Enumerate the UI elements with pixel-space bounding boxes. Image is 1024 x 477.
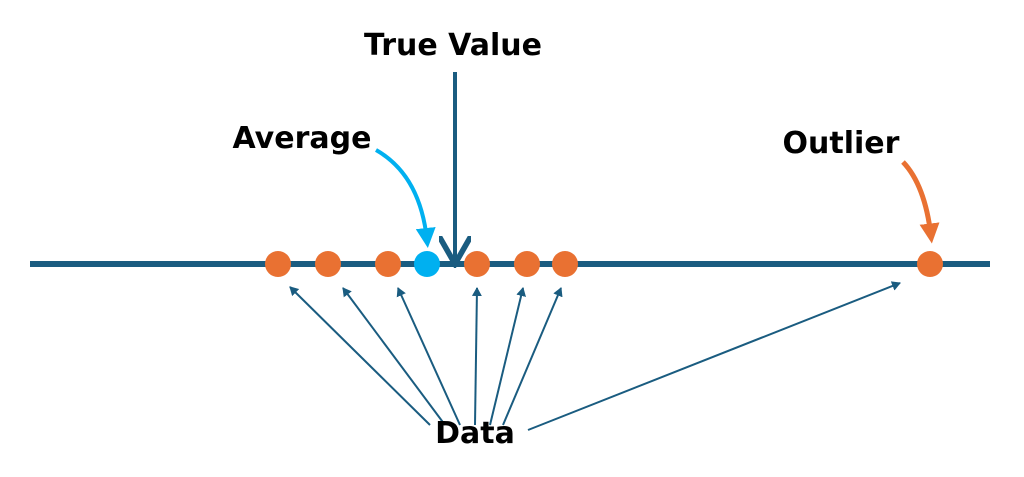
data-point bbox=[464, 251, 490, 277]
outlier-point bbox=[917, 251, 943, 277]
data-pointer-arrow bbox=[502, 287, 563, 426]
average-point bbox=[414, 251, 440, 277]
data-pointer-arrow bbox=[396, 287, 461, 426]
average-label: Average bbox=[233, 121, 372, 156]
data-label: Data bbox=[435, 416, 515, 451]
data-pointer-arrow bbox=[471, 287, 482, 426]
true-value-label: True Value bbox=[364, 28, 542, 63]
outlier-label: Outlier bbox=[783, 126, 900, 161]
data-pointer-arrow bbox=[527, 281, 901, 431]
outlier-arrow bbox=[901, 160, 940, 244]
data-point bbox=[315, 251, 341, 277]
data-point bbox=[375, 251, 401, 277]
average-arrow bbox=[375, 148, 436, 248]
data-pointer-arrow bbox=[489, 287, 526, 426]
points-group bbox=[265, 251, 943, 277]
data-pointer-arrow bbox=[289, 286, 431, 426]
data-point bbox=[265, 251, 291, 277]
data-point bbox=[514, 251, 540, 277]
data-point bbox=[552, 251, 578, 277]
data-arrows bbox=[289, 281, 901, 431]
data-pointer-arrow bbox=[342, 287, 446, 426]
